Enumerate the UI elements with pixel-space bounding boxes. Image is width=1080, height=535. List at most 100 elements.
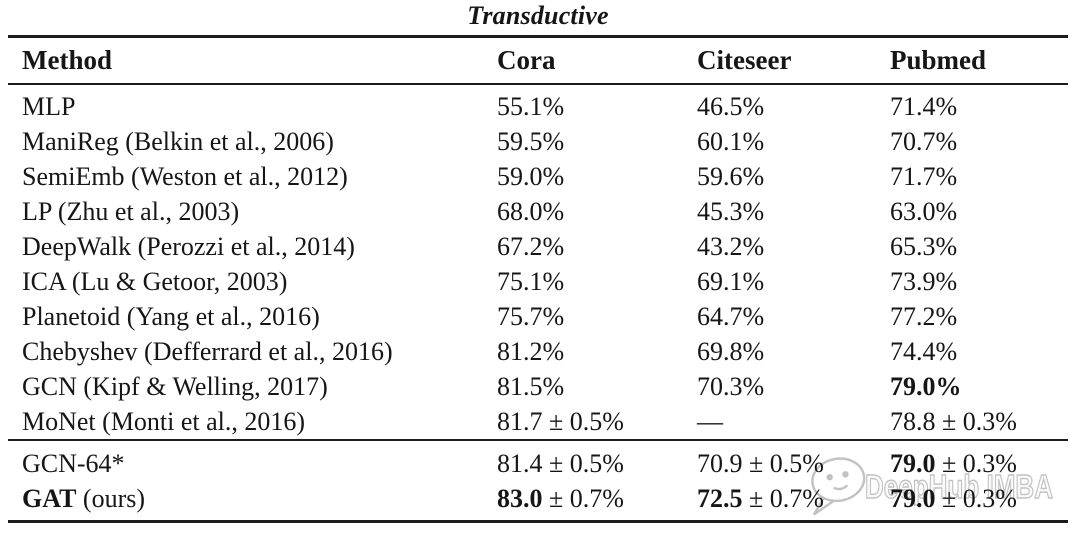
cora-value: 75.1% bbox=[497, 266, 565, 296]
cora-value: 55.1% bbox=[497, 91, 565, 121]
cora-value: 81.5% bbox=[497, 371, 565, 401]
citeseer-cell: 60.1% bbox=[697, 124, 890, 159]
method-cell: ICA (Lu & Getoor, 2003) bbox=[8, 264, 497, 299]
our-methods-rows-section: GCN-64* 81.4 ± 0.5% 70.9 ± 0.5% 79.0 ± 0.3%… bbox=[8, 439, 1068, 522]
citeseer-value: 69.1% bbox=[697, 266, 765, 296]
method-value: MLP bbox=[22, 91, 76, 121]
column-header-cora: Cora bbox=[497, 44, 556, 75]
citeseer-cell: 45.3% bbox=[697, 194, 890, 229]
cora-value: 59.0% bbox=[497, 161, 565, 191]
cora-value: 81.4 ± 0.5% bbox=[497, 448, 624, 478]
results-table: Method Cora Citeseer Pubmed MLP 55.1% 46.5… bbox=[8, 35, 1068, 523]
citeseer-value: 69.8% bbox=[697, 336, 765, 366]
pubmed-value: 73.9% bbox=[890, 266, 958, 296]
citeseer-value: 70.9 ± 0.5% bbox=[697, 448, 824, 478]
method-value: MoNet (Monti et al., 2016) bbox=[22, 406, 306, 436]
cora-value-bold: 83.0 bbox=[497, 483, 543, 513]
citeseer-cell: 70.9 ± 0.5% bbox=[697, 440, 890, 481]
cora-value: 75.7% bbox=[497, 301, 565, 331]
citeseer-value-bold: 72.5 bbox=[697, 483, 743, 513]
table-row: LP (Zhu et al., 2003) 68.0% 45.3% 63.0% bbox=[8, 194, 1068, 229]
cora-value: 68.0% bbox=[497, 196, 565, 226]
citeseer-value: 64.7% bbox=[697, 301, 765, 331]
table-row: GCN-64* 81.4 ± 0.5% 70.9 ± 0.5% 79.0 ± 0.3% bbox=[8, 440, 1068, 481]
column-header-method: Method bbox=[22, 44, 112, 75]
pubmed-value: 70.7% bbox=[890, 126, 958, 156]
method-cell: Chebyshev (Defferrard et al., 2016) bbox=[8, 334, 497, 369]
cora-cell: 81.5% bbox=[497, 369, 697, 404]
citeseer-value: — bbox=[697, 406, 723, 436]
cora-cell: 59.5% bbox=[497, 124, 697, 159]
pubmed-cell: 78.8 ± 0.3% bbox=[890, 404, 1068, 440]
pubmed-cell: 79.0% bbox=[890, 369, 1068, 404]
pubmed-cell: 71.7% bbox=[890, 159, 1068, 194]
citeseer-value: 43.2% bbox=[697, 231, 765, 261]
method-value: ManiReg (Belkin et al., 2006) bbox=[22, 126, 334, 156]
cora-cell: 75.1% bbox=[497, 264, 697, 299]
cora-cell: 75.7% bbox=[497, 299, 697, 334]
table-row: MoNet (Monti et al., 2016) 81.7 ± 0.5% — 78… bbox=[8, 404, 1068, 440]
cora-value: 59.5% bbox=[497, 126, 565, 156]
method-cell: LP (Zhu et al., 2003) bbox=[8, 194, 497, 229]
method-value: LP (Zhu et al., 2003) bbox=[22, 196, 240, 226]
citeseer-value: 70.3% bbox=[697, 371, 765, 401]
method-cell: DeepWalk (Perozzi et al., 2014) bbox=[8, 229, 497, 264]
pubmed-cell: 63.0% bbox=[890, 194, 1068, 229]
pubmed-cell: 65.3% bbox=[890, 229, 1068, 264]
citeseer-cell: 59.6% bbox=[697, 159, 890, 194]
method-value: Planetoid (Yang et al., 2016) bbox=[22, 301, 320, 331]
method-cell: Planetoid (Yang et al., 2016) bbox=[8, 299, 497, 334]
citeseer-cell: 46.5% bbox=[697, 84, 890, 124]
cora-value: 81.2% bbox=[497, 336, 565, 366]
citeseer-value: 60.1% bbox=[697, 126, 765, 156]
table-row: ICA (Lu & Getoor, 2003) 75.1% 69.1% 73.9% bbox=[8, 264, 1068, 299]
pubmed-value-bold: 79.0% bbox=[890, 371, 962, 401]
table-title: Transductive bbox=[467, 1, 609, 30]
pubmed-cell: 74.4% bbox=[890, 334, 1068, 369]
pubmed-cell: 77.2% bbox=[890, 299, 1068, 334]
method-cell: GAT (ours) bbox=[8, 481, 497, 522]
method-value-bold: GAT bbox=[22, 483, 77, 513]
cora-value: 81.7 ± 0.5% bbox=[497, 406, 624, 436]
pubmed-value-bold: 79.0 bbox=[890, 448, 936, 478]
pubmed-cell: 79.0 ± 0.3% bbox=[890, 440, 1068, 481]
cora-value: 67.2% bbox=[497, 231, 565, 261]
pubmed-value: ± 0.3% bbox=[935, 483, 1017, 513]
pubmed-cell: 71.4% bbox=[890, 84, 1068, 124]
column-header-citeseer: Citeseer bbox=[697, 44, 792, 75]
cora-cell: 81.4 ± 0.5% bbox=[497, 440, 697, 481]
cora-cell: 59.0% bbox=[497, 159, 697, 194]
citeseer-cell: 69.1% bbox=[697, 264, 890, 299]
baseline-rows-section: MLP 55.1% 46.5% 71.4% ManiReg (Belkin et al.… bbox=[8, 84, 1068, 440]
table-row: Planetoid (Yang et al., 2016) 75.7% 64.7% 7… bbox=[8, 299, 1068, 334]
pubmed-value-bold: 79.0 bbox=[890, 483, 936, 513]
cora-cell: 67.2% bbox=[497, 229, 697, 264]
method-cell: MoNet (Monti et al., 2016) bbox=[8, 404, 497, 440]
table-row: GCN (Kipf & Welling, 2017) 81.5% 70.3% 79.0… bbox=[8, 369, 1068, 404]
pubmed-value: 77.2% bbox=[890, 301, 958, 331]
pubmed-value: 63.0% bbox=[890, 196, 958, 226]
citeseer-cell: 72.5 ± 0.7% bbox=[697, 481, 890, 522]
table-row: MLP 55.1% 46.5% 71.4% bbox=[8, 84, 1068, 124]
cora-cell: 81.7 ± 0.5% bbox=[497, 404, 697, 440]
pubmed-value: 78.8 ± 0.3% bbox=[890, 406, 1017, 436]
cora-cell: 81.2% bbox=[497, 334, 697, 369]
citeseer-value: 45.3% bbox=[697, 196, 765, 226]
pubmed-value: 74.4% bbox=[890, 336, 958, 366]
cora-value: ± 0.7% bbox=[542, 483, 624, 513]
method-value: ICA (Lu & Getoor, 2003) bbox=[22, 266, 288, 296]
method-value: DeepWalk (Perozzi et al., 2014) bbox=[22, 231, 355, 261]
pubmed-cell: 73.9% bbox=[890, 264, 1068, 299]
method-value: GCN (Kipf & Welling, 2017) bbox=[22, 371, 328, 401]
citeseer-cell: 43.2% bbox=[697, 229, 890, 264]
method-value: Chebyshev (Defferrard et al., 2016) bbox=[22, 336, 393, 366]
method-cell: ManiReg (Belkin et al., 2006) bbox=[8, 124, 497, 159]
table-row: DeepWalk (Perozzi et al., 2014) 67.2% 43.2… bbox=[8, 229, 1068, 264]
citeseer-value: ± 0.7% bbox=[742, 483, 824, 513]
citeseer-cell: 69.8% bbox=[697, 334, 890, 369]
pubmed-value: 71.4% bbox=[890, 91, 958, 121]
cora-cell: 55.1% bbox=[497, 84, 697, 124]
method-value: SemiEmb (Weston et al., 2012) bbox=[22, 161, 348, 191]
pubmed-value: 71.7% bbox=[890, 161, 958, 191]
